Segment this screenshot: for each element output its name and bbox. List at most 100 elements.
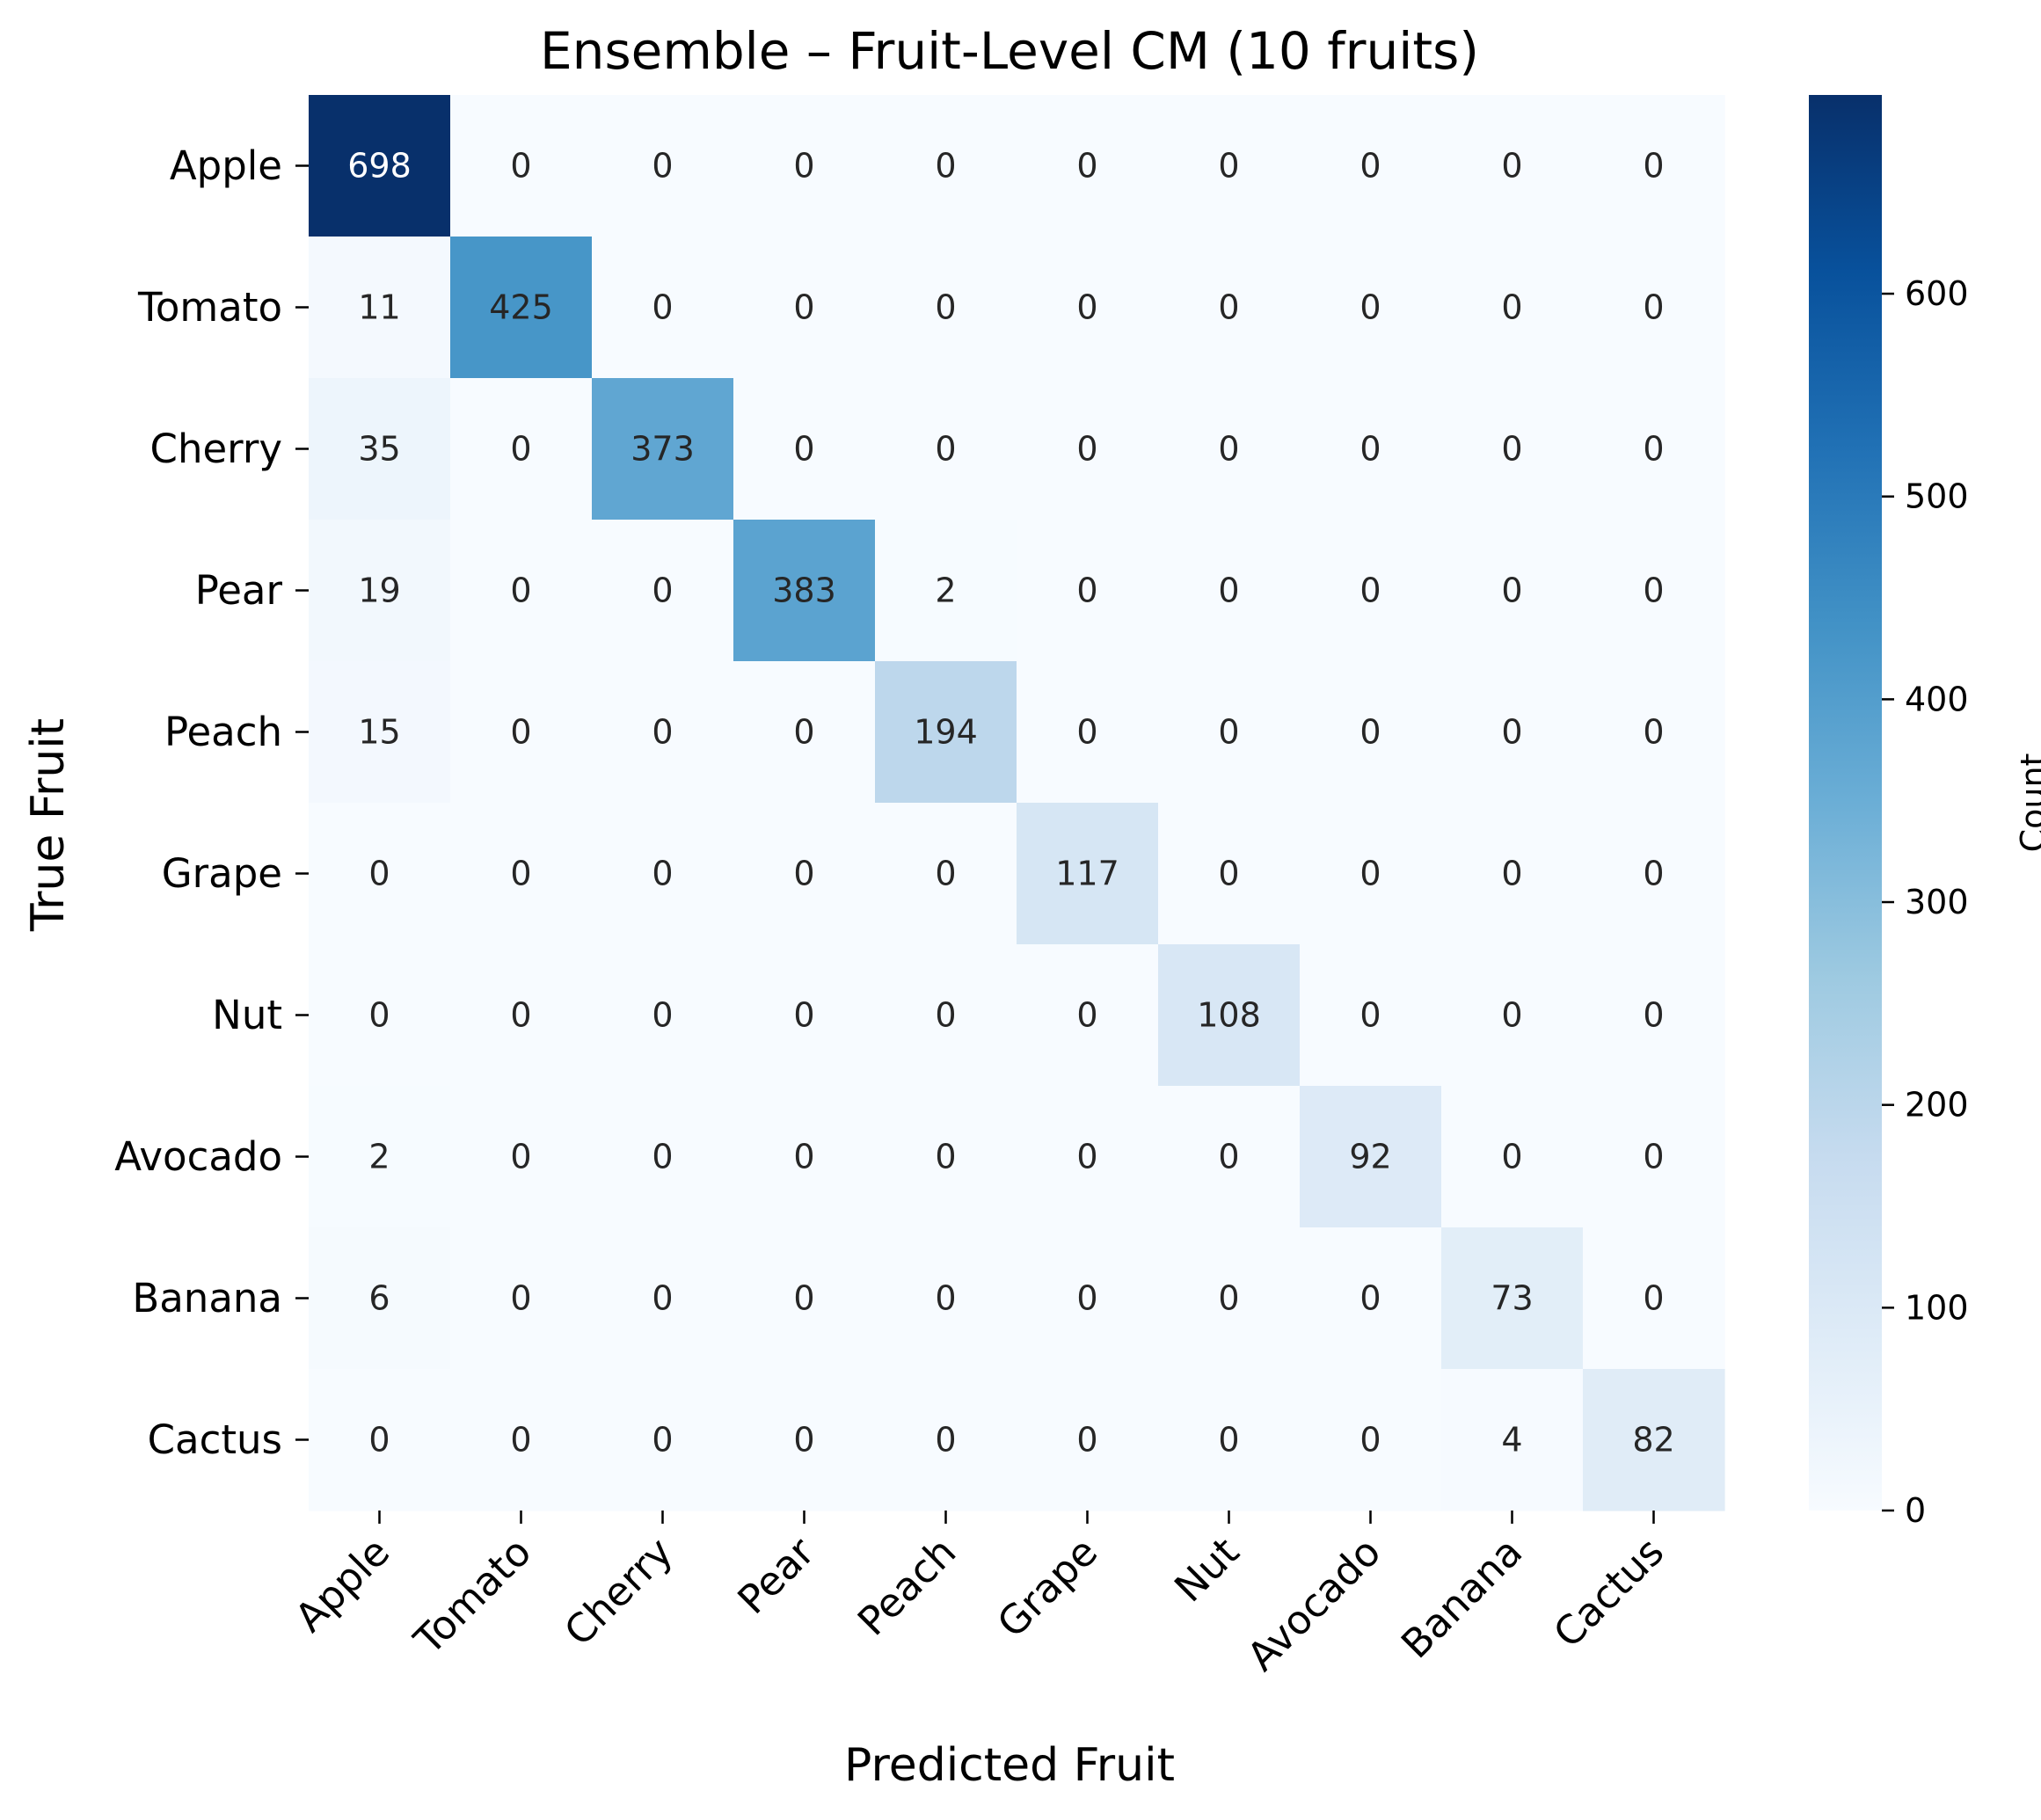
- heatmap-cell: [592, 95, 734, 237]
- heatmap-cell: [1158, 1369, 1301, 1511]
- cell-value-label: 0: [1359, 430, 1381, 469]
- colorbar-tick-label: 200: [1905, 1086, 1969, 1125]
- heatmap-cell: [309, 520, 451, 662]
- heatmap-cell: [1441, 95, 1584, 237]
- y-axis: Apple Tomato Cherry Pear Peach Grape Nut Avocad…: [114, 142, 309, 1463]
- heatmap-cell: [592, 237, 734, 379]
- heatmap-cell: [1583, 661, 1725, 804]
- cell-value-label: 0: [1359, 147, 1381, 186]
- heatmap-cell: [1017, 661, 1159, 804]
- cell-value-label: 698: [347, 147, 412, 186]
- heatmap-cell: [1017, 803, 1159, 945]
- heatmap-cell: [875, 237, 1017, 379]
- cell-value-label: 0: [935, 430, 956, 469]
- heatmap-cell: [1158, 1227, 1301, 1370]
- heatmap-cell: [1583, 944, 1725, 1087]
- cell-value-label: 0: [935, 1421, 956, 1460]
- cell-value-label: 0: [1643, 855, 1664, 893]
- x-tick-label: Nut: [1165, 1528, 1248, 1611]
- heatmap-cell: [733, 944, 876, 1087]
- cell-value-label: 373: [631, 430, 695, 469]
- cell-value-label: 0: [510, 1138, 531, 1176]
- colorbar-tick-label: 500: [1905, 477, 1969, 516]
- x-tick-label: Banana: [1392, 1528, 1531, 1667]
- colorbar-tick-label: 0: [1905, 1491, 1926, 1530]
- cell-value-label: 0: [652, 1279, 673, 1318]
- heatmap-cell: [592, 1369, 734, 1511]
- cell-value-label: 425: [489, 288, 553, 327]
- heatmap-cell: [1158, 378, 1301, 521]
- cell-value-label: 2: [935, 571, 956, 610]
- heatmap-cell: [450, 1227, 593, 1370]
- cell-value-label: 0: [1501, 713, 1522, 752]
- heatmap-cell: [1441, 1227, 1584, 1370]
- x-tick-label: Grape: [988, 1528, 1106, 1646]
- cell-value-label: 0: [1643, 147, 1664, 186]
- cell-value-label: 35: [358, 430, 400, 469]
- colorbar-tick-label: 100: [1905, 1288, 1969, 1327]
- x-tick-label: Tomato: [405, 1528, 540, 1663]
- cell-value-label: 0: [652, 288, 673, 327]
- cell-value-label: 0: [793, 1421, 814, 1460]
- x-tick-label: Cactus: [1544, 1528, 1673, 1656]
- heatmap-cell: [309, 1227, 451, 1370]
- cell-value-label: 0: [1501, 855, 1522, 893]
- cell-value-label: 0: [793, 855, 814, 893]
- colorbar-tick-label: 300: [1905, 883, 1969, 921]
- heatmap-cell: [875, 1369, 1017, 1511]
- colorbar-ticks: 0 100 200 300 400 500 600: [1882, 274, 1969, 1530]
- heatmap-cell: [1158, 1086, 1301, 1228]
- heatmap-cell: [1300, 661, 1442, 804]
- cell-value-label: 0: [1501, 288, 1522, 327]
- chart-title: Ensemble – Fruit-Level CM (10 fruits): [540, 21, 1479, 81]
- y-tick-label: Banana: [132, 1275, 282, 1321]
- heatmap-cell: [450, 378, 593, 521]
- heatmap-cell: [1583, 1369, 1725, 1511]
- cell-value-label: 0: [935, 1138, 956, 1176]
- heatmap-cell: [1441, 1369, 1584, 1511]
- heatmap-cell: [1158, 944, 1301, 1087]
- cell-value-label: 4: [1501, 1421, 1522, 1460]
- cell-value-label: 0: [1076, 430, 1097, 469]
- cell-value-label: 0: [1359, 855, 1381, 893]
- cell-value-label: 0: [1643, 430, 1664, 469]
- cell-value-label: 0: [1218, 430, 1239, 469]
- cell-value-label: 15: [358, 713, 400, 752]
- cell-value-label: 0: [368, 996, 390, 1035]
- y-tick-label: Nut: [212, 992, 282, 1038]
- cell-value-label: 0: [935, 147, 956, 186]
- heatmap-cell: [875, 1086, 1017, 1228]
- heatmap-cell: [1300, 944, 1442, 1087]
- heatmap-cell: [1583, 237, 1725, 379]
- cell-value-label: 0: [1359, 1279, 1381, 1318]
- x-axis-title: Predicted Fruit: [844, 1739, 1175, 1792]
- cell-value-label: 0: [510, 996, 531, 1035]
- x-axis: Apple Tomato Cherry Pear Peach Grape NutAvocad…: [286, 1511, 1673, 1680]
- heatmap-cell: [1017, 1369, 1159, 1511]
- heatmap-cell: [1017, 1227, 1159, 1370]
- heatmap-cell: [875, 520, 1017, 662]
- cell-value-label: 0: [1501, 996, 1522, 1035]
- heatmap-cell: [1441, 520, 1584, 662]
- cell-value-label: 0: [1218, 1421, 1239, 1460]
- cell-value-label: 108: [1197, 996, 1261, 1035]
- cell-value-label: 0: [1359, 288, 1381, 327]
- heatmap-cell: [592, 1086, 734, 1228]
- cell-value-label: 0: [1501, 430, 1522, 469]
- heatmap-cell: [1300, 520, 1442, 662]
- cell-value-label: 194: [914, 713, 978, 752]
- cell-value-label: 0: [1359, 996, 1381, 1035]
- heatmap-cell: [309, 661, 451, 804]
- cell-value-label: 0: [793, 1279, 814, 1318]
- heatmap-cell: [1017, 944, 1159, 1087]
- heatmap-cell: [1583, 1086, 1725, 1228]
- cell-value-label: 0: [1076, 1138, 1097, 1176]
- heatmap-cell: [450, 661, 593, 804]
- heatmap-cell: [450, 1369, 593, 1511]
- cell-value-label: 0: [1643, 1279, 1664, 1318]
- cell-value-label: 0: [510, 430, 531, 469]
- heatmap-cell: [1583, 803, 1725, 945]
- cell-value-label: 0: [368, 855, 390, 893]
- heatmap-cell: [875, 1227, 1017, 1370]
- cell-value-label: 0: [510, 1421, 531, 1460]
